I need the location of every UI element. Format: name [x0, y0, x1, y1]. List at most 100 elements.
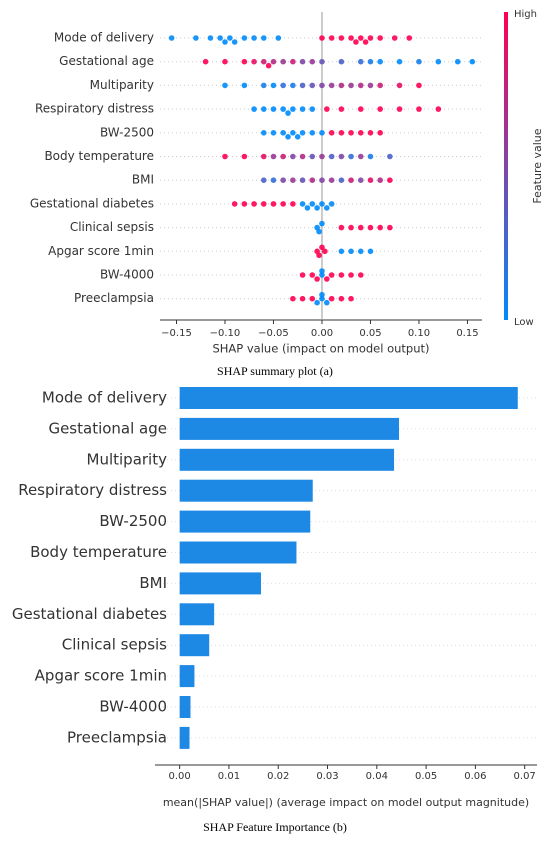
- swarm-point: [367, 130, 374, 136]
- swarm-point: [322, 248, 328, 255]
- x-tick-label: 0.04: [366, 771, 388, 782]
- swarm-point: [309, 82, 316, 89]
- swarm-point: [319, 177, 325, 183]
- y-tick-label: Gestational age: [59, 54, 154, 68]
- swarm-point: [270, 58, 277, 65]
- y-tick-label: Multiparity: [87, 450, 168, 468]
- swarm-point: [377, 177, 383, 183]
- swarm-point: [285, 110, 291, 116]
- y-tick-label: Gestational diabetes: [12, 605, 167, 623]
- swarm-point: [275, 35, 282, 41]
- swarm-point: [299, 177, 306, 183]
- swarm-point: [280, 177, 286, 183]
- swarm-point: [202, 58, 209, 65]
- swarm-point: [357, 58, 364, 65]
- y-tick-label: BW-2500: [100, 125, 154, 139]
- swarm-point: [348, 248, 354, 255]
- swarm-point: [280, 201, 286, 207]
- swarm-point: [357, 35, 364, 41]
- swarm-point: [294, 134, 301, 140]
- x-tick-label: −0.05: [258, 328, 289, 339]
- swarm-point: [316, 228, 322, 235]
- y-tick-label: Multiparity: [90, 78, 154, 92]
- swarm-point: [299, 272, 306, 278]
- x-axis-label: mean(|SHAP value|) (average impact on mo…: [163, 796, 529, 809]
- swarm-point: [357, 153, 364, 160]
- swarm-point: [280, 82, 286, 89]
- swarm-point: [290, 177, 296, 183]
- swarm-point: [319, 220, 325, 227]
- swarm-point: [290, 201, 296, 207]
- swarm-point: [328, 295, 335, 302]
- swarm-point: [338, 35, 345, 41]
- swarm-point: [260, 106, 267, 112]
- swarm-point: [316, 252, 322, 259]
- y-tick-label: Mode of delivery: [54, 31, 154, 45]
- caption: SHAP summary plot (a): [217, 364, 333, 378]
- swarm-point: [193, 35, 199, 41]
- swarm-point: [328, 35, 335, 41]
- swarm-point: [231, 201, 238, 207]
- swarm-point: [290, 153, 296, 160]
- colorbar-high: High: [514, 9, 537, 20]
- swarm-point: [241, 82, 248, 89]
- swarm-point: [367, 177, 374, 183]
- swarm-point: [328, 272, 335, 278]
- swarm-point: [290, 130, 296, 136]
- bar: [179, 541, 297, 564]
- swarm-point: [251, 106, 257, 112]
- swarm-point: [241, 153, 248, 160]
- swarm-point: [222, 82, 228, 89]
- swarm-point: [260, 58, 267, 65]
- swarm-point: [377, 58, 383, 65]
- swarm-point: [290, 82, 296, 89]
- swarm-point: [251, 35, 257, 41]
- swarm-point: [357, 106, 364, 112]
- swarm-point: [319, 82, 325, 89]
- colorbar-label: Feature value: [531, 128, 544, 203]
- swarm-point: [454, 58, 461, 65]
- y-tick-label: Apgar score 1min: [35, 667, 167, 685]
- bar: [179, 387, 518, 409]
- swarm-point: [396, 82, 403, 89]
- swarm-point: [348, 272, 354, 278]
- y-tick-label: BW-4000: [100, 268, 154, 282]
- swarm-point: [314, 299, 320, 306]
- swarm-point: [260, 130, 267, 136]
- swarm-point: [270, 106, 277, 112]
- swarm-point: [435, 58, 442, 65]
- bar: [179, 726, 190, 749]
- swarm-point: [338, 295, 345, 302]
- swarm-point: [396, 58, 403, 65]
- y-tick-label: BW-4000: [99, 698, 167, 716]
- swarm-point: [265, 62, 272, 69]
- swarm-point: [416, 106, 422, 112]
- swarm-point: [309, 153, 316, 160]
- swarm-point: [251, 58, 257, 65]
- swarm-point: [328, 82, 335, 89]
- x-tick-label: 0.02: [267, 771, 289, 782]
- swarm-point: [357, 130, 364, 136]
- swarm-point: [377, 106, 383, 112]
- bar: [179, 696, 191, 718]
- swarm-point: [285, 134, 291, 140]
- swarm-point: [328, 201, 335, 207]
- y-tick-label: Body temperature: [44, 149, 154, 163]
- swarm-point: [416, 82, 422, 89]
- swarm-point: [241, 201, 248, 207]
- swarm-point: [338, 153, 345, 160]
- swarm-point: [309, 58, 316, 65]
- swarm-point: [222, 58, 228, 65]
- y-tick-label: Body temperature: [30, 543, 167, 561]
- swarm-point: [251, 201, 257, 207]
- x-tick-label: 0.05: [415, 771, 437, 782]
- x-tick-label: 0.15: [456, 328, 478, 339]
- x-tick-label: 0.10: [408, 328, 430, 339]
- swarm-point: [299, 106, 306, 112]
- y-tick-label: Mode of delivery: [42, 389, 167, 407]
- swarm-point: [338, 130, 345, 136]
- y-tick-label: Gestational diabetes: [30, 196, 154, 210]
- swarm-point: [338, 248, 345, 255]
- swarm-point: [260, 177, 267, 183]
